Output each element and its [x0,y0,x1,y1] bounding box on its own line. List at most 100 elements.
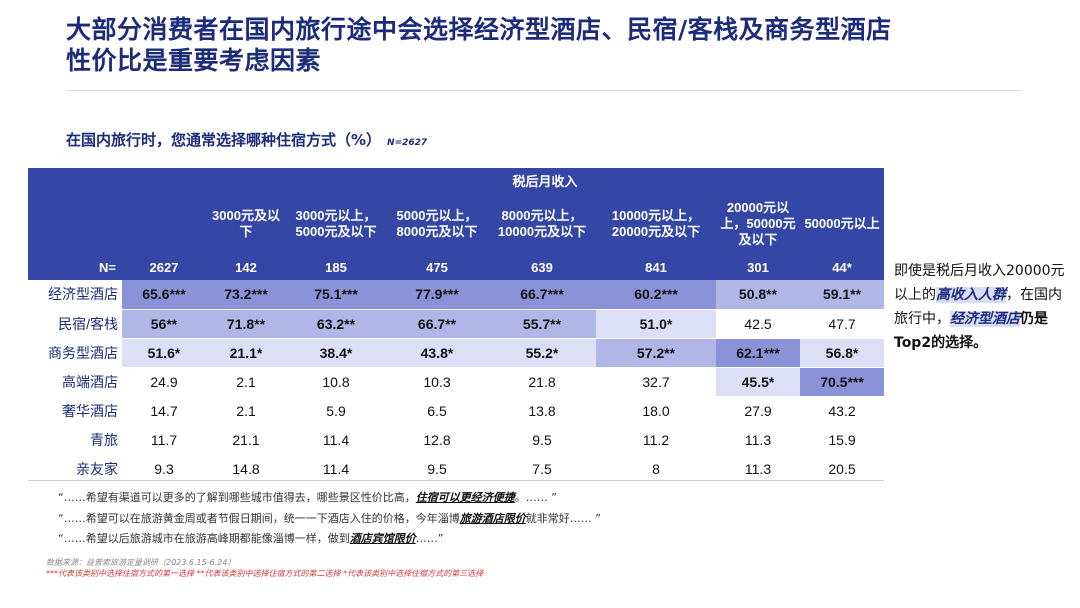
table-cell: 51.0* [596,308,716,338]
table-cell: 55.2* [488,337,596,367]
column-header-3: 5000元以上，8000元及以下 [386,193,488,255]
table-cell: 11.3 [716,424,800,454]
table-cell: 2.1 [206,366,286,396]
table-cell: 9.5 [488,424,596,454]
quote-1-text: “……希望有渠道可以更多的了解到哪些城市值得去，哪些景区性价比高， [58,491,416,504]
table-cell: 75.1*** [286,280,386,309]
table-cell: 47.7 [800,308,885,338]
table-cell: 43.2 [800,395,885,425]
table-cell: 13.8 [488,395,596,425]
table-cell: 55.7** [488,308,596,338]
header-n-row: N= 2627 142 185 475 639 841 301 44* [28,255,885,280]
quote-2-text: “……希望可以在旅游黄金周或者节假日期间，统一一下酒店入住的价格，今年淄博 [58,512,460,525]
table-cell: 70.5*** [800,366,885,396]
table-cell: 9.5 [386,453,488,483]
table-cell: 11.2 [596,424,716,454]
page-title-line-2: 性价比是重要考虑因素 [66,46,322,75]
question-text: 在国内旅行时，您通常选择哪种住宿方式（%） [66,131,382,149]
table-cell: 45.5* [716,366,800,396]
sample-size-4: 639 [488,255,596,280]
table-cell: 9.3 [122,453,206,483]
page-title: 大部分消费者在国内旅行途中会选择经济型酒店、民宿/客栈及商务型酒店 性价比是重要… [66,14,1016,76]
column-header-4: 8000元以上，10000元及以下 [488,193,596,255]
data-source: 数据来源：益普索旅游定量调研（2023.6.15-6.24） [46,558,236,567]
sample-size-3: 475 [386,255,488,280]
table-cell: 66.7** [386,308,488,338]
table-cell: 60.2*** [596,280,716,309]
table-row: 高端酒店 24.9 2.1 10.8 10.3 21.8 32.7 45.5* 70.5*** [28,366,885,396]
table-cell: 7.5 [488,453,596,483]
table-cell: 56.8* [800,337,885,367]
column-header-5: 10000元以上，20000元及以下 [596,193,716,255]
column-header-0 [122,193,206,255]
table-cell: 20.5 [800,453,885,483]
table-bottom-rule [28,480,884,481]
quote-1-highlight: 住宿可以更经济便捷 [415,491,515,504]
table-cell: 18.0 [596,395,716,425]
header-corner [28,168,122,193]
row-label: 青旅 [28,424,122,454]
header-income-group: 税后月收入 [206,168,885,193]
quote-3-text: “……希望以后旅游城市在旅游高峰期都能像淄博一样，做到 [58,532,350,545]
quote-2-highlight: 旅游酒店限价 [459,512,526,525]
accommodation-table: 税后月收入 3000元及以下 3000元以上，5000元及以下 5000元以上，80… [28,168,885,483]
quote-3-end: ……” [415,532,444,545]
table-row: 亲友家 9.3 14.8 11.4 9.5 7.5 8 11.3 20.5 [28,453,885,483]
table-cell: 63.2** [286,308,386,338]
consumer-quote-1: “……希望有渠道可以更多的了解到哪些城市值得去，哪些景区性价比高，住宿可以更经济… [58,489,557,505]
sample-size-5: 841 [596,255,716,280]
insight-text-2: ，在国内旅行中， [894,287,1062,327]
table-cell: 56** [122,308,206,338]
sample-size: N=2627 [387,138,428,148]
table-cell: 21.1 [206,424,286,454]
table-cell: 51.6* [122,337,206,367]
consumer-quote-2: “……希望可以在旅游黄金周或者节假日期间，统一一下酒店入住的价格，今年淄博旅游酒… [58,510,601,526]
table-cell: 42.5 [716,308,800,338]
table-subtitle: 在国内旅行时，您通常选择哪种住宿方式（%） N=2627 [66,129,427,150]
table-cell: 43.8* [386,337,488,367]
insight-text-1: 即使是税后月收入20000元以上的 [894,263,1065,303]
table-cell: 6.5 [386,395,488,425]
quote-3-highlight: 酒店宾馆限价 [349,532,416,545]
table-cell: 5.9 [286,395,386,425]
insight-highlight-high-income: 高收入人群 [936,287,1006,303]
table-cell: 38.4* [286,337,386,367]
quote-1-end: 。…… ” [514,491,557,504]
table-cell: 59.1** [800,280,885,309]
header-total-blank [122,168,206,193]
sample-size-0: 2627 [122,255,206,280]
table-cell: 71.8** [206,308,286,338]
table-cell: 12.8 [386,424,488,454]
page-title-line-1: 大部分消费者在国内旅行途中会选择经济型酒店、民宿/客栈及商务型酒店 [66,15,892,44]
sample-size-7: 44* [800,255,885,280]
table-cell: 8 [596,453,716,483]
column-header-1: 3000元及以下 [206,193,286,255]
table-cell: 21.8 [488,366,596,396]
table-cell: 77.9*** [386,280,488,309]
table-row: 经济型酒店 65.6*** 73.2*** 75.1*** 77.9*** 66.7***… [28,280,885,309]
column-header-6: 20000元以上，50000元及以下 [716,193,800,255]
table-cell: 65.6*** [122,280,206,309]
table-cell: 11.4 [286,453,386,483]
table-cell: 62.1*** [716,337,800,367]
table-cell: 11.7 [122,424,206,454]
table-cell: 11.3 [716,453,800,483]
row-label: 高端酒店 [28,366,122,396]
row-label: 商务型酒店 [28,337,122,367]
table-cell: 73.2*** [206,280,286,309]
significance-legend: ***代表该类别中选择住宿方式的第一选择 **代表该类别中选择住宿方式的第二选择… [46,569,484,578]
table-cell: 32.7 [596,366,716,396]
n-label: N= [28,255,122,280]
column-header-7: 50000元以上 [800,193,885,255]
table-cell: 15.9 [800,424,885,454]
table-cell: 14.7 [122,395,206,425]
table-cell: 10.3 [386,366,488,396]
table-cell: 2.1 [206,395,286,425]
table-cell: 24.9 [122,366,206,396]
column-header-2: 3000元以上，5000元及以下 [286,193,386,255]
consumer-quote-3: “……希望以后旅游城市在旅游高峰期都能像淄博一样，做到酒店宾馆限价……” [58,530,443,546]
table-cell: 14.8 [206,453,286,483]
table-body: 经济型酒店 65.6*** 73.2*** 75.1*** 77.9*** 66.7***… [28,280,885,483]
table-cell: 50.8** [716,280,800,309]
table-cell: 66.7*** [488,280,596,309]
